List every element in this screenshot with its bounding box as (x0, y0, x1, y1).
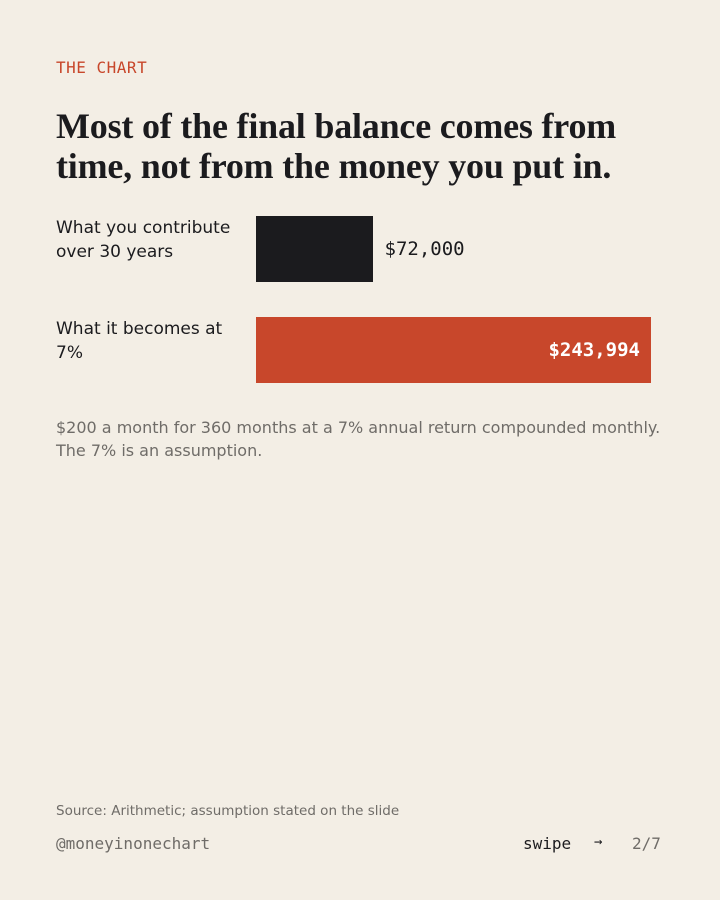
bar-chart: What you contribute over 30 years $72,000… (56, 216, 666, 418)
page-number: 2/7 (632, 834, 661, 853)
bar-row: What it becomes at 7% $243,994 (56, 317, 666, 383)
bar (256, 216, 373, 282)
handle: @moneyinonechart (56, 834, 211, 853)
swipe-label: swipe (523, 834, 572, 853)
bar-row: What you contribute over 30 years $72,000 (56, 216, 666, 282)
kicker: THE CHART (56, 58, 148, 77)
value-label: $72,000 (384, 238, 465, 260)
note: The 7% is an assumption. (56, 441, 263, 460)
value-label: $243,994 (548, 339, 640, 361)
source: Source: Arithmetic; assumption stated on… (56, 803, 400, 819)
chart-title: Most of the final balance comes from tim… (56, 106, 617, 186)
note: $200 a month for 360 months at a 7% annu… (56, 418, 661, 437)
category-label: What it becomes at 7% (56, 319, 223, 363)
arrow: → (594, 834, 603, 850)
category-label: What you contribute over 30 years (56, 218, 231, 262)
bar (256, 317, 651, 383)
